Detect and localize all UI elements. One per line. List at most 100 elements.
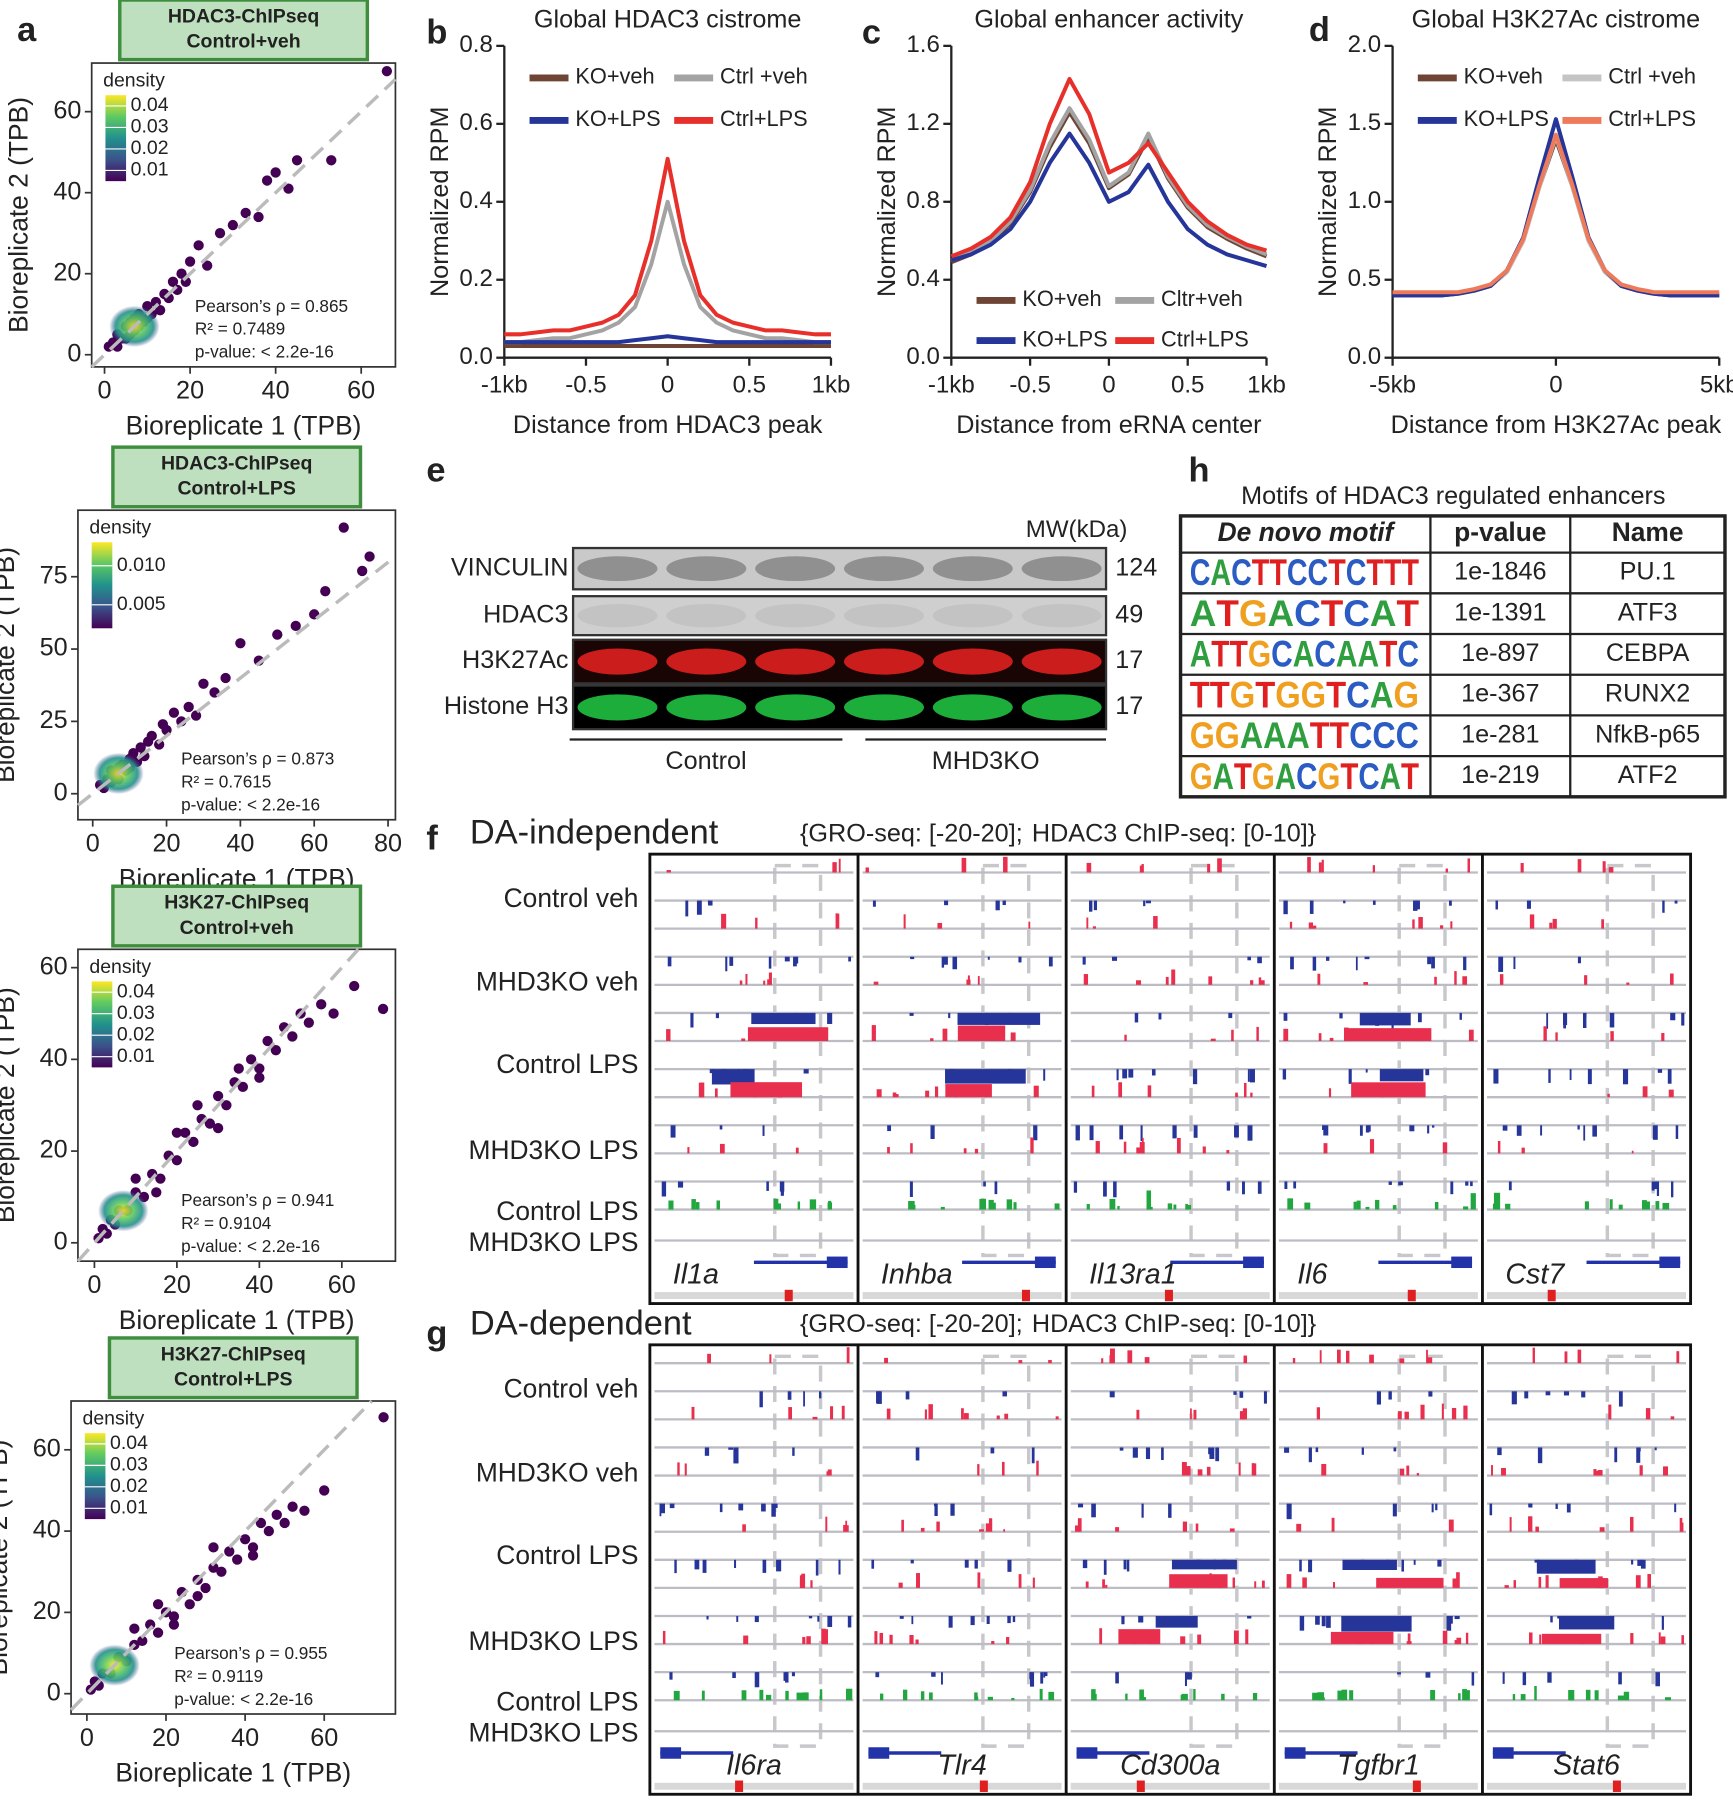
- chip-signal: [911, 1204, 916, 1210]
- track-signal: [1547, 1672, 1552, 1683]
- track-signal: [1631, 1559, 1634, 1565]
- track-signal: [1397, 1411, 1402, 1420]
- point: [349, 980, 360, 992]
- blot-band: [1021, 603, 1102, 628]
- point: [299, 1505, 310, 1516]
- track-signal: [1118, 1082, 1123, 1098]
- track-signal: [1467, 858, 1470, 873]
- blot-band: [1021, 694, 1102, 721]
- y-tick-label: 0.8: [906, 187, 939, 214]
- colorbar: [84, 1433, 106, 1520]
- point: [283, 183, 294, 194]
- enhancer-bracket: [1605, 863, 1655, 1258]
- y-axis-label: Normalized RPM: [873, 107, 901, 297]
- track-signal: [1680, 1522, 1684, 1532]
- track-signal: [1537, 1447, 1543, 1464]
- track-signal: [898, 1582, 903, 1588]
- track-signal: [1601, 919, 1605, 929]
- ideogram: [654, 1782, 854, 1790]
- track-signal: [1134, 1012, 1139, 1023]
- track-signal: [1302, 1577, 1307, 1588]
- point: [183, 701, 194, 713]
- chip-signal: [1623, 1691, 1630, 1701]
- track-signal: [1470, 1181, 1473, 1187]
- banner: [111, 445, 363, 509]
- panel-label: b: [426, 13, 447, 51]
- chip-signal: [920, 1691, 925, 1701]
- ideogram-mark: [735, 1780, 744, 1792]
- track-signal: [1141, 1503, 1144, 1518]
- track-signal: [702, 1559, 707, 1573]
- gene-exon: [1451, 1256, 1473, 1269]
- y-tick-label: 1.2: [906, 109, 939, 136]
- track-signal: [1322, 1125, 1325, 1131]
- ideogram-mark: [1021, 1289, 1030, 1302]
- chip-signal: [1520, 1694, 1526, 1701]
- track-signal: [779, 1181, 785, 1192]
- point: [224, 1546, 235, 1557]
- mw-label: 124: [1115, 553, 1157, 581]
- y-axis-label: Bioreplicate 2 (TPB): [0, 987, 20, 1223]
- x-tick-label: 40: [262, 377, 290, 405]
- track-signal: [889, 1634, 893, 1645]
- track-signal: [776, 1559, 782, 1572]
- x-tick-label: 0: [80, 1724, 94, 1752]
- track-signal: [1182, 1521, 1188, 1532]
- blot-label: HDAC3: [483, 600, 568, 628]
- track-signal: [847, 1615, 852, 1628]
- track-signal: [1563, 1391, 1570, 1396]
- colorbar: [91, 542, 113, 629]
- series-line: [1392, 137, 1720, 298]
- blot-band: [844, 603, 924, 628]
- track-signal: [1656, 1181, 1660, 1197]
- legend-label: KO+LPS: [1022, 326, 1107, 351]
- track-signal: [1323, 1143, 1328, 1154]
- table-cell: 1e-367: [1461, 680, 1539, 708]
- blot-strip: [571, 684, 1108, 731]
- track-signal: [755, 917, 758, 929]
- colorbar-label: 0.04: [131, 94, 169, 116]
- track-signal: [1346, 1350, 1350, 1364]
- track-signal: [1671, 1181, 1674, 1198]
- track-signal: [792, 1447, 795, 1456]
- point: [254, 1063, 265, 1074]
- track-signal: [1452, 1578, 1458, 1588]
- track-signal: [1497, 1140, 1501, 1154]
- chip-signal: [1146, 1206, 1153, 1210]
- track-signal: [874, 1631, 878, 1645]
- blot-band: [666, 603, 747, 628]
- track-signal: [759, 1391, 763, 1408]
- track-signal-block: [730, 1082, 803, 1098]
- track-signal-block: [1559, 1578, 1609, 1588]
- x-tick-label: 80: [374, 830, 402, 858]
- ideogram: [1487, 1782, 1687, 1790]
- track-signal: [1231, 1029, 1234, 1042]
- track-signal: [687, 1147, 690, 1154]
- chip-signal: [1492, 1203, 1500, 1210]
- track-signal: [1426, 1349, 1428, 1364]
- track-signal: [808, 1615, 813, 1619]
- point: [168, 1619, 180, 1630]
- legend-label: Ctrl +veh: [720, 64, 808, 89]
- point: [130, 1173, 141, 1184]
- track-signal-block: [1541, 1633, 1602, 1645]
- track-signal: [1111, 956, 1118, 961]
- track-signal: [1073, 1181, 1078, 1193]
- gene-name: Cd300a: [1120, 1749, 1220, 1781]
- blot-band: [577, 694, 658, 721]
- track-signal: [677, 1181, 684, 1188]
- track-signal: [1499, 974, 1504, 985]
- track-signal: [1577, 1349, 1582, 1364]
- track-signal: [1670, 1416, 1675, 1420]
- track-signal: [1128, 1069, 1134, 1078]
- gene-name: Tgfbr1: [1337, 1749, 1420, 1781]
- blot-label: H3K27Ac: [462, 646, 568, 674]
- motif-logo: ATTGCACAATC: [1190, 633, 1419, 674]
- colorbar-label: 0.03: [117, 1002, 155, 1024]
- track-signal: [1435, 1503, 1438, 1511]
- track-signal: [991, 1641, 995, 1645]
- table-cell: ATF3: [1618, 598, 1678, 626]
- ideogram-mark: [979, 1780, 988, 1792]
- track-signal: [1654, 1181, 1659, 1190]
- colorbar: [105, 95, 127, 182]
